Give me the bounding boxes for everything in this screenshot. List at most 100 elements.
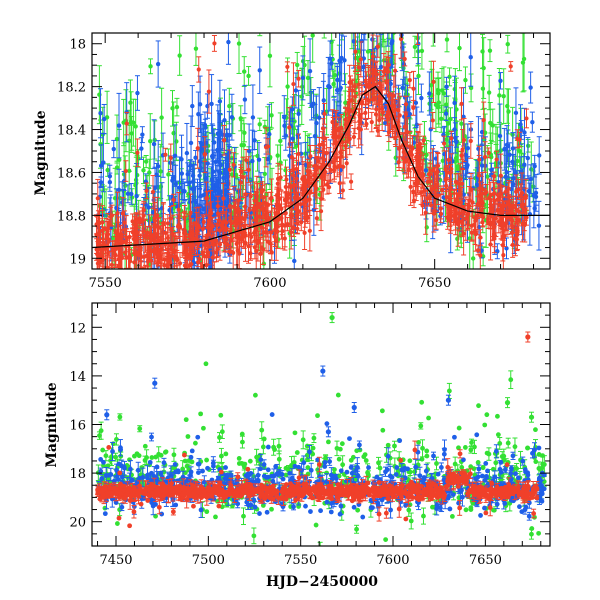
data-point bbox=[428, 83, 434, 88]
data-point bbox=[275, 153, 280, 158]
data-point bbox=[382, 120, 388, 126]
data-point bbox=[98, 111, 103, 116]
data-point bbox=[193, 46, 199, 51]
data-point bbox=[416, 73, 421, 79]
data-point bbox=[334, 122, 339, 127]
data-point bbox=[340, 188, 345, 193]
data-point bbox=[139, 146, 144, 151]
data-point bbox=[205, 161, 210, 166]
data-point bbox=[350, 28, 354, 32]
data-point bbox=[238, 116, 243, 121]
data-point bbox=[126, 138, 132, 144]
data-point bbox=[129, 191, 134, 197]
data-point bbox=[116, 123, 122, 128]
data-point bbox=[250, 115, 256, 120]
data-point bbox=[257, 122, 262, 127]
data-point bbox=[197, 102, 203, 107]
data-point bbox=[166, 172, 171, 177]
data-point bbox=[101, 160, 106, 165]
data-point bbox=[419, 95, 424, 101]
data-point bbox=[252, 138, 257, 143]
data-point bbox=[236, 41, 242, 46]
data-point bbox=[378, 64, 384, 70]
data-point bbox=[443, 111, 449, 116]
data-point bbox=[221, 196, 226, 201]
data-point bbox=[335, 77, 340, 83]
data-point bbox=[170, 106, 175, 111]
data-point bbox=[348, 18, 352, 22]
data-point bbox=[209, 270, 213, 274]
data-point bbox=[453, 155, 459, 161]
data-point bbox=[537, 153, 542, 158]
data-point bbox=[487, 48, 493, 53]
data-point bbox=[105, 167, 110, 173]
data-point bbox=[412, 44, 418, 50]
data-point bbox=[211, 169, 216, 174]
data-point bbox=[308, 90, 314, 95]
data-point bbox=[379, 0, 383, 4]
data-point bbox=[362, 11, 366, 15]
data-point bbox=[416, 41, 421, 46]
data-point bbox=[98, 141, 103, 147]
data-point bbox=[168, 155, 173, 160]
data-point bbox=[332, 73, 338, 78]
data-point bbox=[101, 116, 107, 122]
data-point bbox=[463, 77, 468, 83]
data-point bbox=[522, 130, 527, 135]
data-point bbox=[414, 122, 420, 127]
data-point bbox=[242, 69, 247, 74]
data-point bbox=[428, 127, 433, 132]
data-point bbox=[148, 138, 153, 144]
data-point bbox=[262, 171, 268, 177]
data-point bbox=[241, 142, 247, 148]
data-point bbox=[278, 160, 283, 165]
data-point bbox=[366, 0, 370, 3]
data-point bbox=[188, 140, 194, 146]
data-point bbox=[444, 102, 449, 107]
data-point bbox=[506, 109, 511, 114]
data-point bbox=[371, 7, 375, 11]
data-point bbox=[300, 75, 306, 81]
data-point bbox=[212, 277, 216, 281]
data-point bbox=[482, 191, 488, 196]
data-point bbox=[505, 42, 510, 47]
data-point bbox=[140, 132, 145, 137]
data-point bbox=[401, 0, 405, 3]
data-point bbox=[536, 223, 542, 228]
data-point bbox=[269, 195, 274, 201]
data-point bbox=[497, 133, 503, 139]
data-point bbox=[285, 64, 290, 69]
data-point bbox=[481, 117, 486, 123]
data-point bbox=[371, 7, 375, 11]
data-point bbox=[190, 214, 195, 219]
data-point bbox=[187, 199, 193, 205]
data-point bbox=[220, 132, 225, 138]
data-point bbox=[148, 64, 153, 69]
data-point bbox=[387, 8, 391, 12]
data-point bbox=[326, 84, 331, 89]
data-point bbox=[218, 162, 223, 168]
data-point bbox=[503, 174, 509, 179]
data-point bbox=[515, 158, 520, 164]
data-point bbox=[167, 208, 172, 213]
data-point bbox=[444, 84, 449, 90]
data-point bbox=[363, 110, 368, 116]
data-point bbox=[526, 188, 532, 194]
data-point bbox=[155, 280, 159, 284]
data-point bbox=[224, 133, 229, 138]
data-point bbox=[158, 169, 163, 174]
data-point bbox=[247, 207, 252, 213]
data-point bbox=[454, 107, 459, 112]
data-point bbox=[361, 64, 366, 70]
data-point bbox=[375, 10, 379, 14]
data-point bbox=[480, 187, 485, 192]
data-point bbox=[129, 131, 134, 136]
data-point bbox=[504, 170, 509, 175]
data-point bbox=[465, 146, 471, 151]
data-point bbox=[296, 111, 301, 116]
data-point bbox=[480, 49, 485, 54]
data-point bbox=[227, 103, 232, 109]
data-point bbox=[528, 85, 533, 90]
data-point bbox=[226, 39, 231, 45]
data-point bbox=[452, 127, 457, 132]
